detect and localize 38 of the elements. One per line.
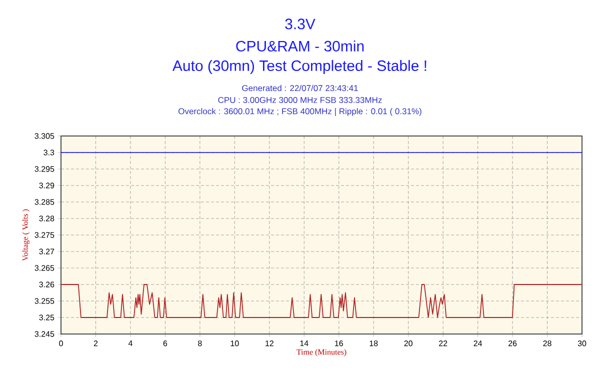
- x-tick-label: 18: [370, 340, 378, 346]
- y-tick-label: 3.29: [39, 182, 54, 188]
- x-tick-label: 20: [404, 340, 412, 346]
- text: Overclock : 3600.01 MHz ; FSB 400MHz | Ripple : 0.01 ( 0.31%): [178, 108, 422, 116]
- text: Auto (30mn) Test Completed - Stable !: [172, 60, 426, 74]
- chart-title: 3.3V: [285, 18, 316, 30]
- y-tick-label: 3.275: [34, 232, 54, 238]
- y-axis-title: Voltage ( Volts ): [22, 209, 30, 261]
- x-tick-label: 28: [543, 340, 552, 346]
- x-tick-label: 30: [578, 340, 586, 346]
- y-tick-label: 3.255: [34, 298, 54, 304]
- x-axis-title: Time (Minutes): [296, 349, 346, 356]
- y-tick-label: 3.285: [34, 199, 54, 205]
- x-tick-label: 24: [474, 340, 482, 346]
- x-tick-label: 2: [94, 340, 98, 346]
- y-tick-label: 3.295: [34, 166, 54, 172]
- y-tick-label: 3.26: [39, 282, 54, 288]
- x-tick-label: 22: [439, 340, 448, 346]
- x-tick-label: 8: [198, 340, 202, 346]
- y-tick-label: 3.265: [34, 265, 54, 271]
- y-tick-label: 3.28: [39, 216, 54, 222]
- x-tick-label: 12: [266, 340, 274, 346]
- y-tick-label: 3.245: [34, 331, 54, 337]
- x-tick-label: 10: [230, 340, 239, 346]
- text: CPU : 3.00GHz 3000 MHz FSB 333.33MHz: [218, 96, 382, 103]
- x-tick-label: 16: [335, 340, 343, 346]
- x-tick-label: 4: [128, 340, 132, 346]
- x-tick-label: 6: [163, 340, 168, 346]
- x-tick-label: 26: [508, 340, 517, 346]
- text: Generated : 22/07/07 23:43:41: [242, 84, 358, 92]
- x-tick-label: 14: [300, 340, 308, 346]
- chart-subtitle: CPU&RAM - 30min: [236, 40, 364, 52]
- y-tick-label: 3.3: [44, 150, 54, 156]
- line-series: [60, 284, 582, 318]
- y-tick-label: 3.305: [34, 133, 54, 139]
- x-tick-label: 0: [59, 340, 63, 346]
- y-tick-label: 3.25: [39, 314, 54, 320]
- y-tick-label: 3.27: [39, 248, 54, 254]
